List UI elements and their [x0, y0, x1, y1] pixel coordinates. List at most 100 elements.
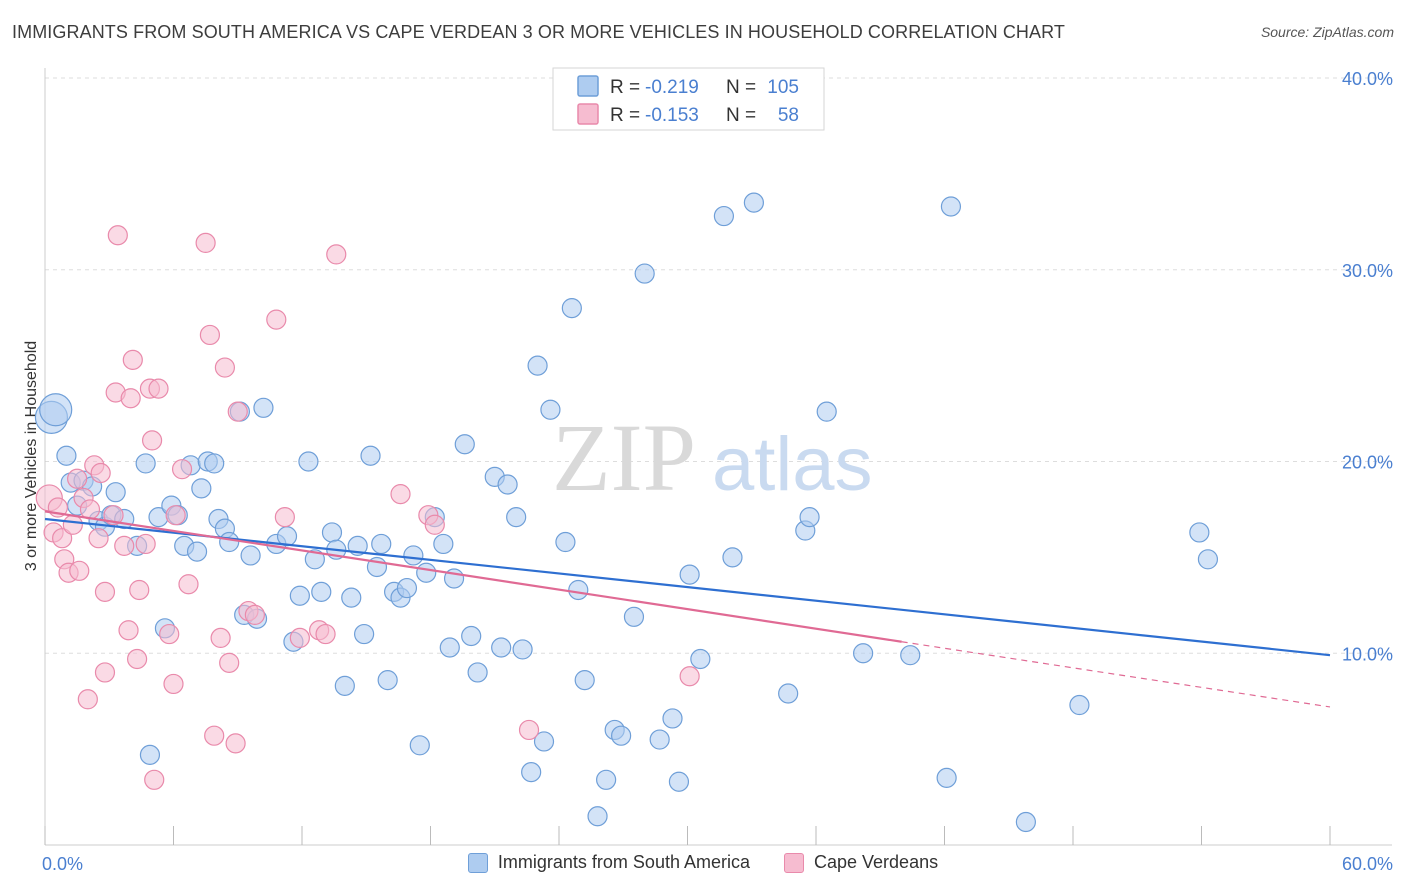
data-point — [561, 298, 582, 319]
data-point — [90, 462, 111, 484]
data-point — [900, 645, 921, 666]
data-point — [266, 309, 287, 330]
stats-legend: R = -0.219 N = 105 R = -0.153 N = 58 — [552, 67, 825, 131]
data-point — [799, 507, 820, 528]
data-point — [304, 549, 325, 570]
x-tick-label: 60.0% — [1342, 854, 1393, 874]
grid-lines — [45, 77, 1392, 654]
data-point — [219, 652, 240, 673]
watermark-atlas: atlas — [712, 422, 873, 507]
data-point — [467, 662, 488, 683]
data-point — [936, 767, 957, 788]
data-point — [533, 731, 555, 752]
data-point — [454, 434, 475, 455]
trend-lines — [44, 510, 1331, 708]
data-point — [94, 581, 116, 602]
data-point — [274, 507, 295, 528]
stats-n-value: 58 — [778, 105, 799, 126]
stats-r-label: R = — [610, 77, 640, 98]
data-point — [62, 514, 83, 535]
data-point — [722, 547, 743, 568]
data-point — [148, 378, 169, 399]
data-point — [403, 545, 424, 566]
data-point — [390, 483, 411, 505]
data-point — [311, 581, 332, 602]
data-point — [587, 806, 608, 827]
data-point — [649, 729, 670, 750]
data-point — [178, 574, 199, 595]
y-tick-label: 20.0% — [1342, 453, 1393, 473]
data-point — [214, 357, 235, 378]
data-point — [424, 514, 445, 535]
data-point — [371, 533, 392, 555]
data-point — [135, 453, 156, 474]
data-point — [497, 474, 518, 495]
data-point — [334, 675, 355, 696]
data-point — [679, 666, 700, 687]
data-point — [611, 725, 632, 746]
stats-r-value: -0.153 — [645, 105, 699, 126]
data-point — [289, 585, 310, 606]
stats-n-label: N = — [726, 77, 756, 98]
stats-r-label: R = — [610, 105, 640, 126]
data-point — [210, 627, 231, 649]
data-point — [253, 397, 274, 418]
data-point — [439, 637, 460, 658]
y-tick-label: 10.0% — [1342, 644, 1393, 664]
trend-line-pink-extension — [901, 641, 1331, 708]
data-point — [690, 648, 711, 670]
data-point — [186, 541, 208, 562]
data-point — [521, 762, 542, 783]
legend-swatch-blue — [467, 852, 488, 873]
data-point — [540, 399, 561, 420]
data-point — [461, 625, 482, 647]
data-point — [853, 643, 874, 664]
data-point — [596, 769, 617, 790]
data-point — [240, 545, 261, 566]
data-point — [191, 478, 212, 499]
data-point — [195, 232, 216, 254]
data-point — [159, 623, 180, 645]
data-point — [1189, 522, 1210, 543]
data-point — [114, 535, 135, 556]
data-point — [568, 579, 589, 601]
axes — [44, 68, 1392, 846]
data-point — [122, 349, 143, 370]
stats-n-value: 105 — [767, 77, 799, 98]
legend-swatch-pink — [784, 852, 804, 873]
data-point — [298, 451, 319, 472]
data-point — [321, 522, 343, 543]
data-point — [118, 620, 139, 641]
data-point — [129, 579, 150, 601]
data-point — [778, 683, 799, 704]
x-tick-label: 0.0% — [42, 854, 83, 874]
stats-n-label: N = — [726, 105, 756, 126]
data-point — [204, 453, 225, 474]
data-point — [94, 662, 116, 683]
data-point — [491, 637, 512, 658]
data-point — [518, 719, 540, 741]
legend-item-cape-verdeans[interactable]: Cape Verdeans — [784, 852, 938, 873]
y-tick-label: 40.0% — [1342, 69, 1393, 89]
data-point — [135, 533, 156, 555]
data-point — [289, 627, 310, 649]
series-pink-points — [35, 225, 700, 790]
data-point — [1069, 694, 1090, 716]
stats-r-value: -0.219 — [645, 77, 699, 98]
series-blue-points — [34, 192, 1219, 833]
data-point — [668, 771, 690, 792]
data-point — [139, 744, 161, 765]
data-point — [126, 648, 148, 670]
bottom-legend: Immigrants from South America Cape Verde… — [0, 852, 1406, 873]
data-point — [141, 430, 163, 451]
data-point — [120, 388, 141, 409]
data-point — [555, 531, 576, 553]
data-point — [199, 324, 221, 346]
stats-swatch — [577, 75, 599, 97]
data-point — [816, 401, 837, 422]
data-point — [527, 355, 548, 376]
data-point — [227, 401, 248, 422]
legend-item-south-america[interactable]: Immigrants from South America — [467, 852, 750, 873]
data-point — [204, 725, 225, 746]
